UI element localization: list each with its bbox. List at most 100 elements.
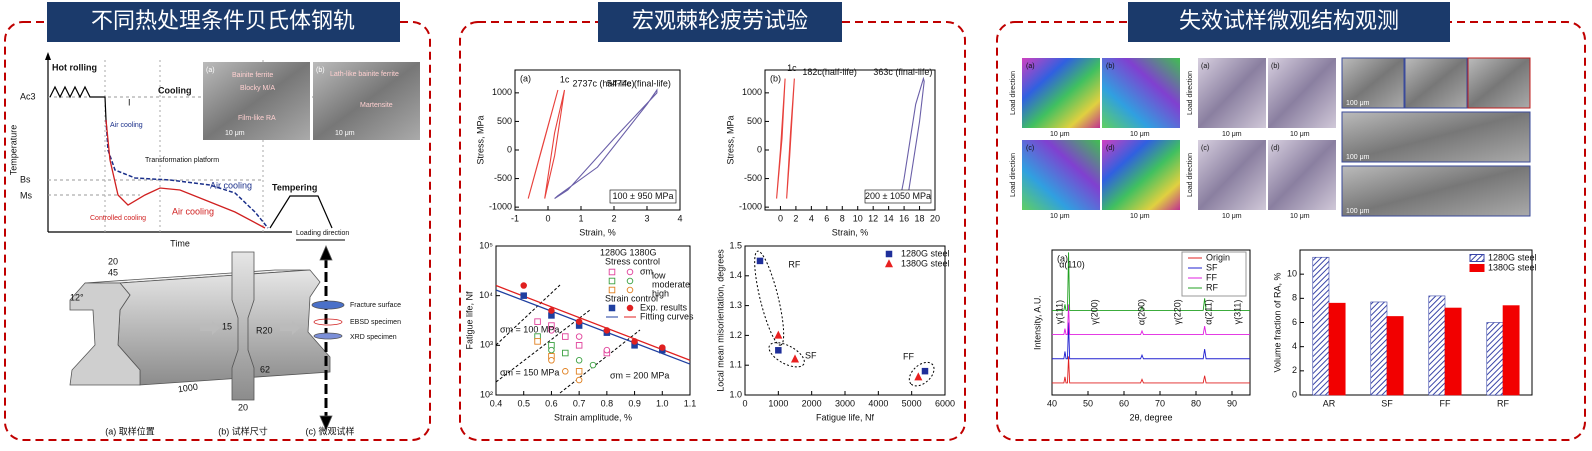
peak-label: γ(220) <box>1172 299 1182 325</box>
y-tick-label: 4 <box>1292 341 1297 351</box>
micrograph <box>1341 165 1531 217</box>
y-tick-label: 1.1 <box>729 360 742 370</box>
legend-label: 1380G steel <box>901 258 950 268</box>
micrograph <box>1022 140 1100 210</box>
data-point <box>631 338 638 345</box>
y-axis-label: Fatigue life, Nf <box>464 291 474 350</box>
panel-frame <box>4 21 431 441</box>
x-tick-label: 14 <box>884 213 894 223</box>
dimension: 1000 <box>177 382 198 395</box>
x-tick-label: 50 <box>1083 398 1093 408</box>
caption: (a) 取样位置 <box>105 425 155 436</box>
specimen-slice <box>313 332 343 340</box>
data-point <box>520 282 527 289</box>
x-tick-label: 0.8 <box>601 398 614 408</box>
guide-lines <box>495 284 641 394</box>
scale-label: 10 μm <box>1290 131 1310 138</box>
dimension: 62 <box>260 364 270 374</box>
y-tick-label: 1.2 <box>729 330 742 340</box>
peak-label: γ(311) <box>1232 300 1242 325</box>
legend-label: low <box>652 270 666 280</box>
data-point <box>575 342 583 349</box>
x-tick-label: 12 <box>868 213 878 223</box>
phase-label: Martensite <box>360 102 393 109</box>
bar <box>1502 305 1520 396</box>
caption: (b) 试样尺寸 <box>218 425 268 436</box>
panel-label: (b) <box>1106 63 1115 70</box>
curve <box>269 195 333 229</box>
panel-label: (b) <box>1271 63 1280 70</box>
y-tick-label: 0 <box>1292 389 1297 399</box>
plot-frame <box>764 69 936 211</box>
legend-label: 1280G steel <box>1488 252 1537 262</box>
curve <box>105 119 269 229</box>
legend-swatch <box>608 304 616 312</box>
bar <box>1386 316 1404 396</box>
phase-label: Blocky M/A <box>240 85 275 92</box>
peak-label: γ(111) <box>1054 300 1064 324</box>
curve-label: 363c (final-life) <box>873 67 932 77</box>
x-tick-label: 1 <box>578 213 583 223</box>
phase-label: Lath-like bainite ferrite <box>330 71 399 78</box>
x-axis-label: Fatigue life, Nf <box>816 412 875 422</box>
x-tick-label: 20 <box>930 213 940 223</box>
x-tick-label: 1000 <box>768 398 788 408</box>
y-tick-label: 10 <box>1287 269 1297 279</box>
y-tick-label: 10⁵ <box>479 240 493 250</box>
data-point <box>575 368 583 375</box>
x-tick-label: 4 <box>677 213 682 223</box>
y-tick-label: 1.3 <box>729 300 742 310</box>
legend-swatch <box>626 286 634 294</box>
bar <box>1370 301 1388 396</box>
x-tick-label: 3000 <box>835 398 855 408</box>
y-tick-label: -1000 <box>739 202 762 212</box>
micrograph <box>1268 58 1336 128</box>
x-tick-label: 0.6 <box>545 398 558 408</box>
label: Air cooling <box>110 122 143 129</box>
plot-frame <box>514 69 681 211</box>
x-tick-label: AR <box>1323 398 1336 408</box>
specimen-slice <box>313 318 343 326</box>
series-line <box>776 78 786 199</box>
legend-label: 1280G steel <box>901 248 950 258</box>
dimension: 12° <box>70 292 84 302</box>
legend-label: SF <box>1206 262 1218 272</box>
legend-label: moderate <box>652 279 690 289</box>
series-line <box>554 88 658 200</box>
title-banner <box>1128 2 1450 42</box>
load-label: 200 ± 1050 MPa <box>865 191 931 201</box>
x-tick-label: 60 <box>1119 398 1129 408</box>
legend-heading: Stress control <box>605 256 660 266</box>
micrograph <box>313 62 420 140</box>
y-tick-label: -1000 <box>489 202 512 212</box>
x-tick-label: 4 <box>809 213 814 223</box>
bar <box>1428 295 1446 396</box>
x-tick-label: 2 <box>793 213 798 223</box>
data-point <box>921 367 929 375</box>
bar <box>1444 307 1462 396</box>
legend-label: high <box>652 288 669 298</box>
panel-label: (a) <box>1201 63 1210 70</box>
dimension: 20 <box>238 402 248 412</box>
plot-frame <box>495 245 691 396</box>
curve-label: 1c <box>787 63 797 73</box>
annotation: σm = 200 MPa <box>610 370 669 380</box>
x-axis-label: Strain amplitude, % <box>554 412 632 422</box>
x-tick-label: RF <box>1497 398 1509 408</box>
data-point <box>775 347 782 354</box>
label: Transformation platform <box>145 157 219 164</box>
label: I <box>128 97 131 107</box>
x-axis-label: Strain, % <box>579 227 616 237</box>
rail-drawing <box>69 244 345 432</box>
dimension: R20 <box>256 325 273 335</box>
group-label: SF <box>805 351 817 361</box>
dimension: 45 <box>108 267 118 277</box>
data-point <box>520 292 527 299</box>
fit-line <box>495 289 691 365</box>
data-point <box>562 333 569 340</box>
scale-label: 10 μm <box>335 130 355 137</box>
data-point <box>562 368 569 375</box>
curve-label: 2737c (half-life) <box>573 78 635 88</box>
phase-label: Bainite ferrite <box>232 72 273 79</box>
micrograph <box>1022 58 1100 128</box>
